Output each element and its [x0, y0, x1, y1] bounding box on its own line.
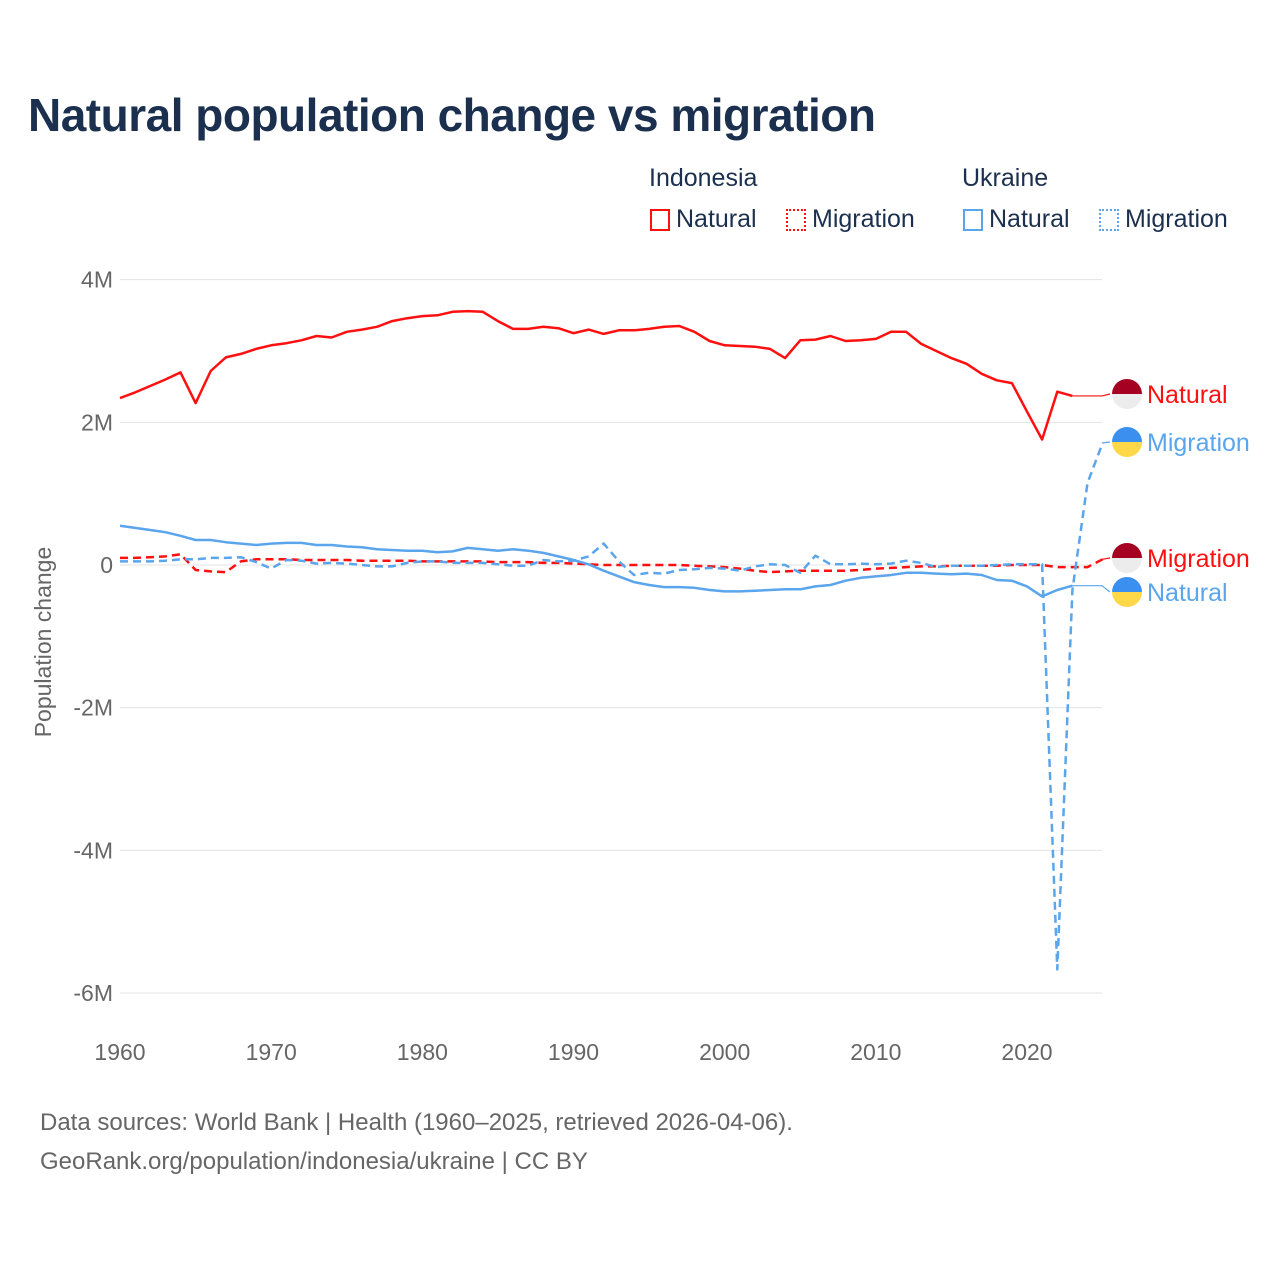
- ukraine-flag-icon: [1112, 592, 1142, 607]
- legend-group-indonesia: Indonesia: [649, 164, 758, 192]
- series-line-indonesia-natural: [119, 309, 1073, 441]
- indonesia-flag-icon: [1112, 558, 1142, 573]
- footer-link[interactable]: GeoRank.org/population/indonesia/ukraine…: [40, 1148, 588, 1175]
- legend-swatch-solid: [963, 208, 983, 231]
- chart-title: Natural population change vs migration: [28, 89, 876, 141]
- y-tick-label: -6M: [73, 980, 113, 1006]
- legend-swatch-dotted: [1099, 208, 1119, 231]
- ukraine-flag-icon: [1112, 577, 1142, 592]
- footer-sources: Data sources: World Bank | Health (1960–…: [40, 1109, 793, 1136]
- label-leader-line: [1072, 585, 1111, 593]
- series-end-label: Migration: [1147, 429, 1250, 457]
- legend-item-ukraine-migration[interactable]: Migration: [1099, 205, 1228, 234]
- x-tick-label: 2010: [850, 1039, 901, 1065]
- x-tick-label: 1990: [548, 1039, 599, 1065]
- legend-label: Migration: [1125, 205, 1228, 233]
- y-tick-label: 0: [100, 552, 113, 578]
- x-tick-label: 2000: [699, 1039, 750, 1065]
- legend-swatch-dotted: [786, 208, 806, 231]
- y-tick-label: -2M: [73, 695, 113, 721]
- indonesia-flag-icon: [1112, 543, 1142, 558]
- legend-item-ukraine-natural[interactable]: Natural: [963, 205, 1070, 234]
- x-tick-label: 1980: [397, 1039, 448, 1065]
- x-tick-label: 1970: [246, 1039, 297, 1065]
- y-tick-label: -4M: [73, 837, 113, 863]
- y-axis-label: Population change: [30, 547, 56, 738]
- series-line-ukraine-migration: [120, 442, 1104, 971]
- legend-item-indonesia-migration[interactable]: Migration: [786, 205, 915, 234]
- ukraine-flag-icon: [1112, 427, 1142, 442]
- y-tick-label: 2M: [81, 409, 113, 435]
- label-leader-line: [1101, 441, 1111, 444]
- label-leader-line: [1101, 557, 1111, 560]
- legend-item-indonesia-natural[interactable]: Natural: [650, 205, 757, 234]
- ukraine-flag-icon: [1112, 442, 1142, 457]
- legend-group-ukraine: Ukraine: [962, 164, 1049, 192]
- x-tick-label: 2020: [1001, 1039, 1052, 1065]
- label-leader-line: [1072, 393, 1111, 397]
- legend-label: Natural: [676, 205, 757, 233]
- series-end-label: Natural: [1147, 381, 1228, 409]
- series-line-indonesia-migration: [120, 553, 1104, 574]
- series-end-label: Natural: [1147, 579, 1228, 607]
- legend-label: Migration: [812, 205, 915, 233]
- x-tick-label: 1960: [94, 1039, 145, 1065]
- indonesia-flag-icon: [1112, 379, 1142, 394]
- legend-label: Natural: [989, 205, 1070, 233]
- y-tick-label: 4M: [81, 267, 113, 293]
- series-line-ukraine-natural: [119, 524, 1073, 598]
- legend-swatch-solid: [650, 208, 670, 231]
- indonesia-flag-icon: [1112, 394, 1142, 409]
- series-end-label: Migration: [1147, 545, 1250, 573]
